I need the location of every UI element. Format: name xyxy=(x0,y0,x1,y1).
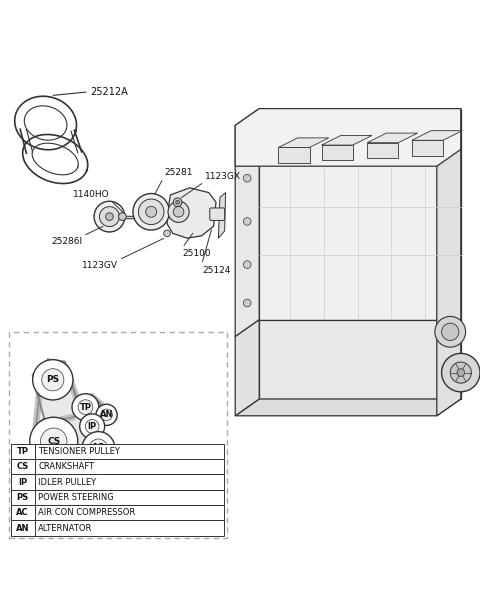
Circle shape xyxy=(99,207,120,227)
Text: AN: AN xyxy=(16,524,29,533)
Text: IP: IP xyxy=(87,422,97,431)
Circle shape xyxy=(96,404,117,425)
Circle shape xyxy=(78,400,93,415)
Text: TP: TP xyxy=(16,447,29,456)
Text: TENSIONER PULLEY: TENSIONER PULLEY xyxy=(38,447,120,456)
Polygon shape xyxy=(278,138,329,147)
FancyBboxPatch shape xyxy=(11,505,35,521)
Circle shape xyxy=(168,201,189,222)
Text: IDLER PULLEY: IDLER PULLEY xyxy=(38,478,96,487)
Circle shape xyxy=(89,439,108,457)
FancyBboxPatch shape xyxy=(11,521,35,536)
Circle shape xyxy=(176,200,180,204)
Circle shape xyxy=(33,359,73,400)
Circle shape xyxy=(72,394,99,421)
Text: CS: CS xyxy=(47,437,60,446)
Polygon shape xyxy=(218,193,226,238)
Circle shape xyxy=(138,199,164,225)
Text: 25212A: 25212A xyxy=(90,87,128,97)
FancyBboxPatch shape xyxy=(35,474,224,490)
Text: PS: PS xyxy=(16,493,29,502)
Text: 1140HO: 1140HO xyxy=(73,190,109,199)
Polygon shape xyxy=(412,140,443,156)
Polygon shape xyxy=(235,108,461,166)
Circle shape xyxy=(94,201,125,232)
Circle shape xyxy=(442,323,459,341)
FancyBboxPatch shape xyxy=(9,332,227,538)
Circle shape xyxy=(173,207,184,217)
Text: PS: PS xyxy=(46,375,60,384)
FancyBboxPatch shape xyxy=(35,505,224,521)
FancyBboxPatch shape xyxy=(11,474,35,490)
Polygon shape xyxy=(31,359,116,462)
FancyBboxPatch shape xyxy=(11,459,35,474)
Polygon shape xyxy=(412,131,462,140)
Text: AIR CON COMPRESSOR: AIR CON COMPRESSOR xyxy=(38,508,136,518)
Polygon shape xyxy=(235,399,461,416)
Circle shape xyxy=(80,414,105,439)
FancyBboxPatch shape xyxy=(11,490,35,505)
Polygon shape xyxy=(259,108,461,320)
Polygon shape xyxy=(278,147,310,163)
Text: 1123GV: 1123GV xyxy=(82,261,118,270)
FancyBboxPatch shape xyxy=(35,521,224,536)
Circle shape xyxy=(435,316,466,347)
Text: 25286I: 25286I xyxy=(51,237,82,246)
Text: AC: AC xyxy=(92,444,105,453)
Circle shape xyxy=(85,419,99,433)
Circle shape xyxy=(243,299,251,307)
Circle shape xyxy=(146,206,156,218)
FancyBboxPatch shape xyxy=(11,444,35,459)
Polygon shape xyxy=(367,133,418,142)
Text: IP: IP xyxy=(18,478,27,487)
Text: AC: AC xyxy=(16,508,29,518)
FancyBboxPatch shape xyxy=(35,459,224,474)
Text: POWER STEERING: POWER STEERING xyxy=(38,493,114,502)
Circle shape xyxy=(164,230,170,237)
Text: 25100: 25100 xyxy=(182,249,211,258)
Circle shape xyxy=(457,369,465,376)
Circle shape xyxy=(243,218,251,225)
Circle shape xyxy=(40,428,67,454)
Text: AN: AN xyxy=(100,410,113,419)
Text: ALTERNATOR: ALTERNATOR xyxy=(38,524,93,533)
Text: CRANKSHAFT: CRANKSHAFT xyxy=(38,462,95,471)
Polygon shape xyxy=(367,142,398,158)
Circle shape xyxy=(243,175,251,182)
Polygon shape xyxy=(322,145,353,161)
Polygon shape xyxy=(167,188,216,238)
Polygon shape xyxy=(437,108,461,416)
Circle shape xyxy=(101,409,112,421)
Circle shape xyxy=(82,431,115,464)
FancyBboxPatch shape xyxy=(35,490,224,505)
FancyBboxPatch shape xyxy=(210,208,225,221)
Circle shape xyxy=(173,198,182,207)
Polygon shape xyxy=(235,108,259,336)
Circle shape xyxy=(450,362,471,383)
Polygon shape xyxy=(322,136,372,145)
FancyBboxPatch shape xyxy=(35,444,224,459)
Circle shape xyxy=(119,213,126,221)
Circle shape xyxy=(42,368,64,391)
Polygon shape xyxy=(259,320,461,399)
Text: 1123GX: 1123GX xyxy=(205,172,241,181)
Text: CS: CS xyxy=(16,462,29,471)
Circle shape xyxy=(106,213,113,221)
Circle shape xyxy=(442,353,480,392)
Circle shape xyxy=(243,261,251,268)
Circle shape xyxy=(133,193,169,230)
Circle shape xyxy=(30,418,78,465)
Polygon shape xyxy=(235,320,259,416)
Text: TP: TP xyxy=(79,402,91,411)
Text: 25124: 25124 xyxy=(203,266,231,275)
Text: 25281: 25281 xyxy=(164,168,192,177)
